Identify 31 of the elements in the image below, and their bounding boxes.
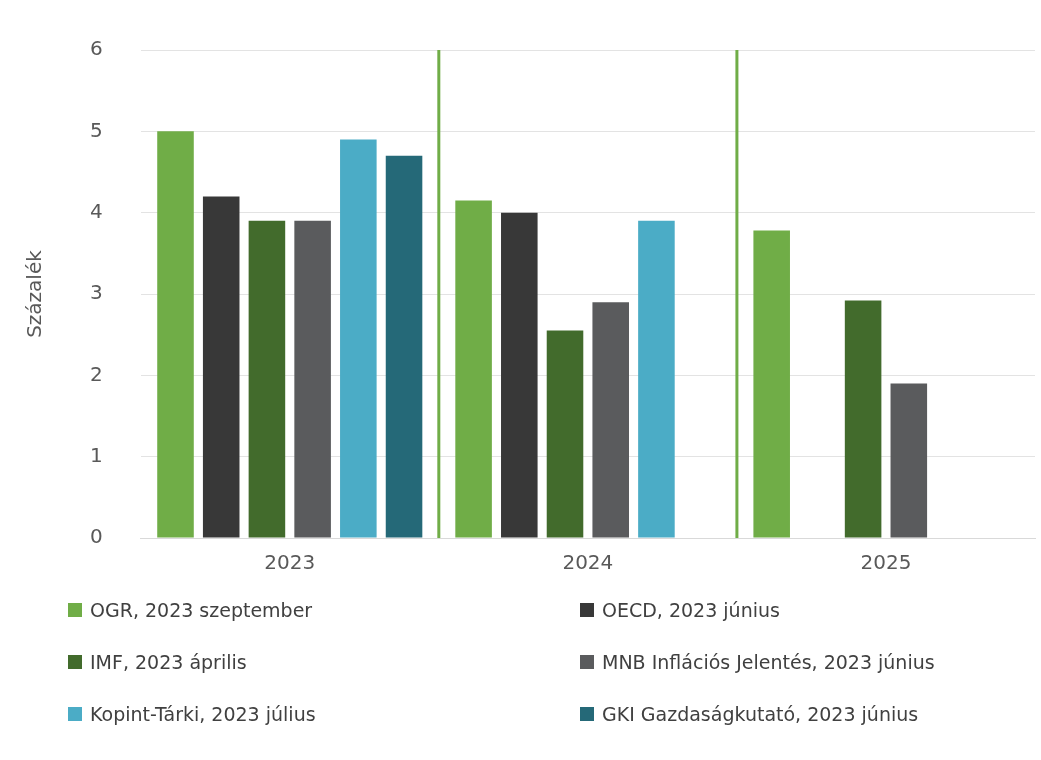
bar: [501, 212, 538, 538]
x-tick-label: 2023: [264, 550, 316, 575]
bar: [638, 220, 675, 538]
y-tick-label: 3: [89, 280, 103, 305]
bar: [157, 131, 194, 538]
legend-label: MNB Inflációs Jelentés, 2023 június: [602, 650, 935, 674]
bar: [890, 383, 928, 538]
y-tick-label: 6: [89, 36, 103, 61]
bar: [546, 330, 584, 538]
y-tick-label: 1: [89, 442, 103, 467]
bar: [455, 200, 492, 538]
y-tick-label: 2: [89, 361, 103, 386]
bar: [340, 139, 377, 538]
legend-label: IMF, 2023 április: [90, 650, 247, 674]
legend-label: OGR, 2023 szeptember: [90, 598, 313, 622]
y-tick-label: 5: [89, 117, 103, 142]
legend-label: OECD, 2023 június: [602, 598, 780, 622]
bar: [294, 220, 331, 538]
bar: [202, 196, 240, 538]
y-tick-label: 4: [89, 198, 103, 223]
bar: [844, 300, 882, 538]
x-tick-label: 2025: [860, 550, 912, 575]
bar: [248, 220, 286, 538]
bar: [753, 230, 790, 538]
legend-label: Kopint-Tárki, 2023 július: [90, 702, 316, 726]
y-tick-label: 0: [89, 524, 103, 549]
y-axis-title: Százalék: [22, 249, 47, 338]
bar: [592, 302, 629, 538]
x-tick-label: 2024: [562, 550, 614, 575]
legend-label: GKI Gazdaságkutató, 2023 június: [602, 702, 919, 726]
bar: [385, 155, 423, 538]
